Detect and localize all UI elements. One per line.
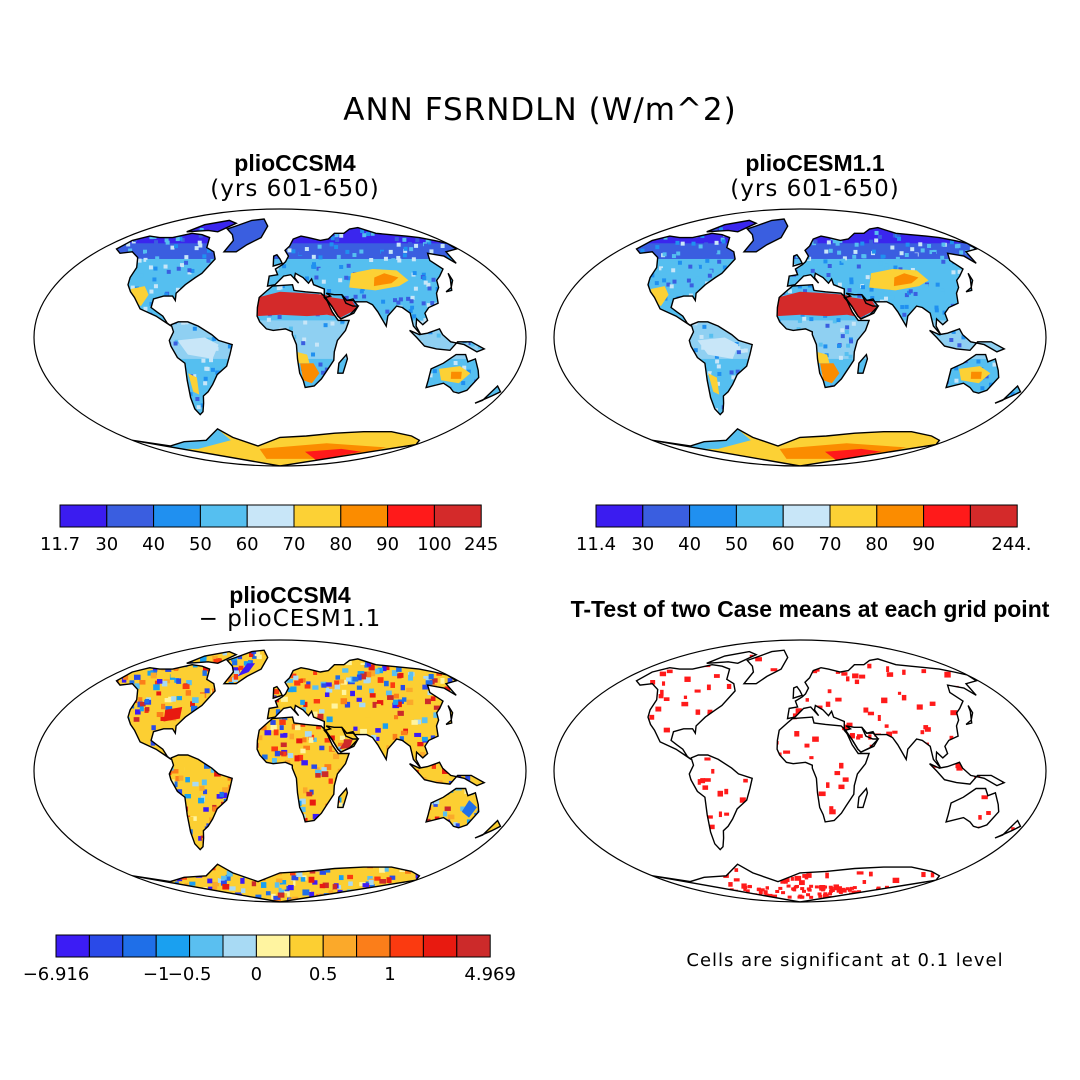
- colorbar-swatch: [595, 504, 644, 528]
- colorbar-swatch: [289, 934, 324, 958]
- colorbar-tick-label: 50: [725, 534, 748, 555]
- globe-outline: [33, 639, 527, 903]
- colorbar-tick-label: 40: [142, 534, 165, 555]
- colorbar-tick-label: 11.4: [576, 534, 616, 555]
- panel-b-subtitle: (yrs 601-650): [730, 176, 900, 202]
- colorbar-swatch: [222, 934, 257, 958]
- colorbar-c: −6.916 −1−0.5 0 0.5 1 4.969: [23, 934, 516, 985]
- map-panel-b: [553, 208, 1047, 467]
- colorbar-swatch: [255, 934, 291, 958]
- colorbar-swatch: [456, 934, 491, 958]
- colorbar-swatch: [829, 504, 878, 528]
- colorbar-swatch: [106, 504, 155, 528]
- colorbar-tick-label: 80: [329, 534, 352, 555]
- colorbar-swatch: [55, 934, 90, 958]
- colorbar-tick-label: −0.5: [168, 964, 212, 985]
- colorbar-b: 11.4 30 40 50 60 70 80 90 244.9: [576, 504, 1030, 555]
- figure-title: ANN FSRNDLN (W/m^2): [343, 92, 737, 128]
- map-panel-c: [33, 639, 527, 903]
- colorbar-swatch: [59, 504, 108, 528]
- colorbar-swatch: [782, 504, 831, 528]
- coastlines: [635, 218, 1022, 466]
- colorbar-swatch: [356, 934, 391, 958]
- coastlines: [635, 649, 1022, 902]
- colorbar-tick-label: 1: [384, 964, 395, 985]
- panel-b-title: plioCESM1.1: [745, 150, 885, 176]
- panel-a-subtitle: (yrs 601-650): [210, 176, 380, 202]
- globe-outline: [553, 639, 1047, 903]
- colorbar-swatch: [642, 504, 691, 528]
- coastlines: [115, 649, 502, 902]
- colorbar-tick-label: 244.9: [991, 534, 1030, 555]
- colorbar-tick-label: 70: [819, 534, 842, 555]
- colorbar-tick-label: 90: [912, 534, 935, 555]
- colorbar-swatch: [969, 504, 1018, 528]
- colorbar-swatch: [387, 504, 435, 528]
- colorbar-swatch: [199, 504, 248, 528]
- map-panel-a: [33, 208, 527, 467]
- colorbar-tick-label: 0: [251, 964, 262, 985]
- colorbar-tick-label: 11.7: [40, 534, 80, 555]
- globe-outline: [33, 208, 527, 467]
- colorbar-tick-label: −6.916: [23, 964, 90, 985]
- panel-d-title: T-Test of two Case means at each grid po…: [570, 596, 1050, 622]
- colorbar-tick-label: 100: [417, 534, 451, 555]
- colorbar-swatch: [876, 504, 925, 528]
- globe-background: [554, 640, 1046, 902]
- colorbar-swatch: [155, 934, 191, 958]
- colorbar-swatch: [246, 504, 295, 528]
- colorbar-tick-label: 60: [772, 534, 795, 555]
- colorbar-tick-label: 50: [189, 534, 212, 555]
- colorbar-swatch: [293, 504, 342, 528]
- colorbar-tick-label: 0.5: [309, 964, 338, 985]
- colorbar-swatch: [122, 934, 157, 958]
- colorbar-swatch: [189, 934, 224, 958]
- colorbar-tick-label: 4.969: [464, 964, 516, 985]
- colorbar-swatch: [689, 504, 737, 528]
- map-panel-d: [553, 639, 1047, 903]
- colorbar-a: 11.7 30 40 50 60 70 80 90 100 245: [40, 504, 498, 555]
- coastlines: [115, 218, 502, 466]
- globe-outline: [553, 208, 1047, 467]
- panel-c-subtitle: − plioCESM1.1: [198, 606, 382, 632]
- colorbar-tick-label: 80: [865, 534, 888, 555]
- colorbar-swatch: [422, 934, 458, 958]
- colorbar-tick-label: 30: [631, 534, 654, 555]
- colorbar-swatch: [389, 934, 424, 958]
- colorbar-tick-label: 30: [95, 534, 118, 555]
- colorbar-swatch: [433, 504, 482, 528]
- significance-note: Cells are significant at 0.1 level: [686, 950, 1004, 971]
- colorbar-tick-label: −1: [143, 964, 170, 985]
- colorbar-tick-label: 70: [283, 534, 306, 555]
- colorbar-tick-label: 245: [464, 534, 498, 555]
- panel-a-title: plioCCSM4: [234, 150, 356, 176]
- colorbar-tick-label: 40: [678, 534, 701, 555]
- colorbar-tick-label: 60: [236, 534, 259, 555]
- colorbar-tick-label: 90: [376, 534, 399, 555]
- colorbar-swatch: [322, 934, 358, 958]
- colorbar-swatch: [88, 934, 124, 958]
- colorbar-swatch: [735, 504, 784, 528]
- colorbar-swatch: [340, 504, 389, 528]
- colorbar-swatch: [153, 504, 201, 528]
- panel-c-title: plioCCSM4: [229, 582, 351, 608]
- colorbar-swatch: [923, 504, 971, 528]
